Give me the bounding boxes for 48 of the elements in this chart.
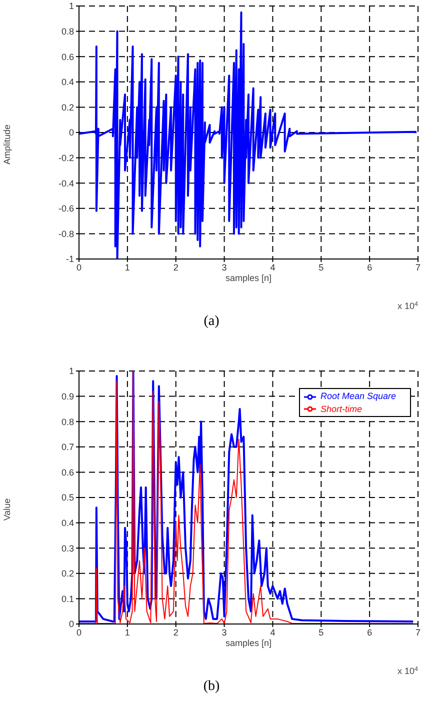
y-tick-label: 0 <box>68 128 74 138</box>
x-tick-label: 4 <box>270 262 276 272</box>
x-tick-label: 5 <box>318 262 324 272</box>
x-tick-label: 6 <box>367 627 372 638</box>
y-tick-label: 0.1 <box>61 594 74 604</box>
y-tick-label: 1 <box>68 366 74 376</box>
y-tick-label: 0.9 <box>61 391 74 402</box>
y-tick-label: -0.8 <box>58 228 74 239</box>
x-tick-label: 0 <box>76 627 82 638</box>
legend-label: Root Mean Square <box>320 391 396 401</box>
text: x 10$^{4}$ <box>397 300 418 311</box>
y-tick-label: 0.5 <box>61 492 74 503</box>
y-tick-label: -0.4 <box>58 178 74 188</box>
y-tick-label: -0.2 <box>58 152 74 163</box>
x-tick-label: 1 <box>124 627 130 638</box>
y-tick-label: 0.2 <box>61 102 74 112</box>
x-axis-title: samples [n] <box>225 273 272 283</box>
x-tick-label: 1 <box>124 262 130 272</box>
x-tick-label: 3 <box>222 627 227 638</box>
y-tick-label: 0.6 <box>61 467 74 478</box>
x-tick-label: 3 <box>222 262 227 272</box>
y-tick-label: 0.4 <box>61 518 74 528</box>
y-tick-label: 0.4 <box>61 77 74 88</box>
x-tick-label: 7 <box>415 262 421 272</box>
y-tick-label: 0.6 <box>61 52 74 62</box>
x-tick-label: 2 <box>173 262 178 272</box>
y-axis-title: Value <box>2 498 12 521</box>
legend-label: Short-time <box>320 404 362 414</box>
x-tick-label: 2 <box>173 627 178 638</box>
y-tick-label: 0.8 <box>61 26 74 36</box>
y-tick-label: -0.6 <box>58 204 74 214</box>
x-tick-label: 7 <box>415 627 421 638</box>
x-tick-label: 4 <box>270 627 276 638</box>
text: (b) <box>202 679 221 695</box>
x-tick-label: 0 <box>76 262 82 272</box>
y-axis-title: Amplitude <box>2 124 12 165</box>
y-tick-label: 0.2 <box>61 568 74 579</box>
x-tick-label: 5 <box>318 627 324 638</box>
x-axis-title: samples [n] <box>225 638 272 648</box>
x-tick-label: 6 <box>367 262 372 272</box>
text: x 10$^{4}$ <box>397 666 418 676</box>
y-tick-label: 0.8 <box>61 416 74 427</box>
text: (a) <box>202 314 220 330</box>
y-tick-label: 1 <box>68 1 74 12</box>
y-tick-label: 0.7 <box>61 442 74 452</box>
y-tick-label: 0 <box>68 619 74 630</box>
y-tick-label: -1 <box>66 254 74 264</box>
y-tick-label: 0.3 <box>61 543 74 554</box>
